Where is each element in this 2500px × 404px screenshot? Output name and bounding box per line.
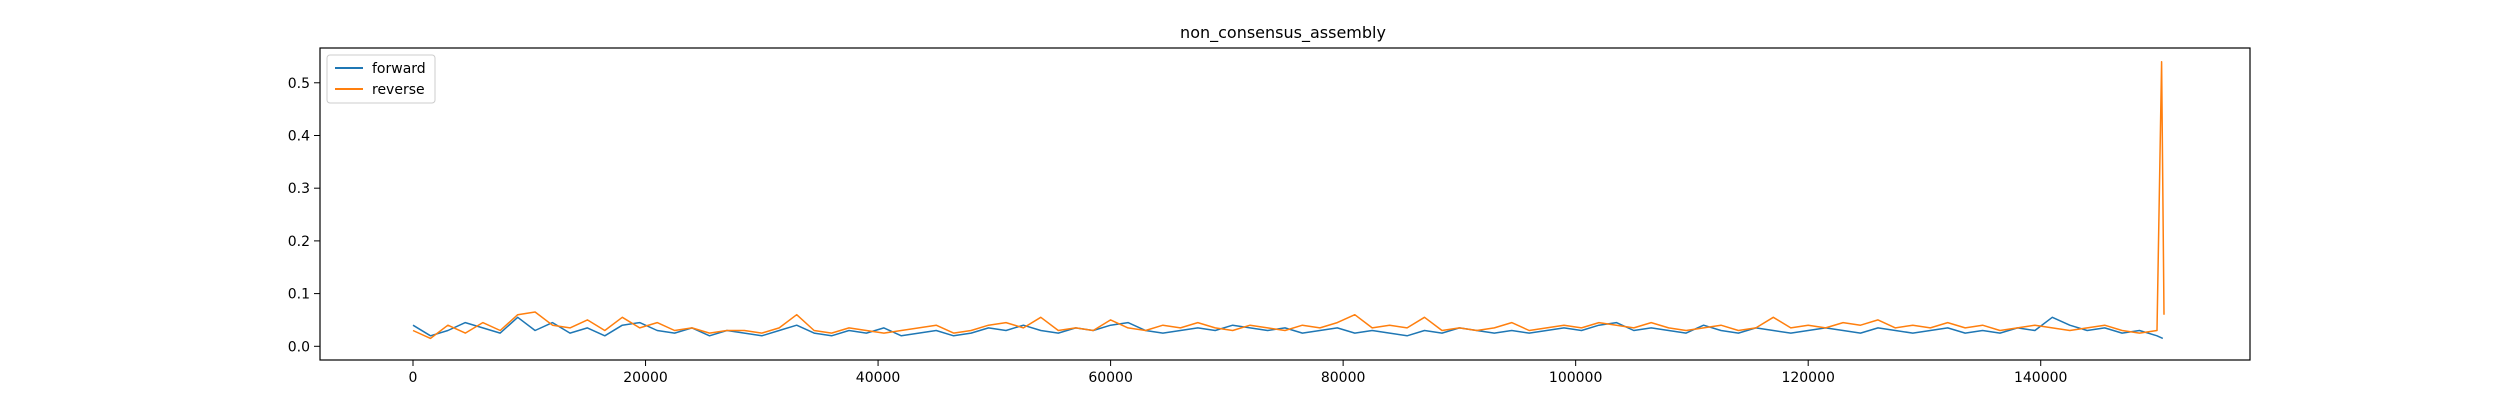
x-tick-label: 0	[409, 370, 418, 386]
x-tick-label: 60000	[1088, 370, 1133, 386]
y-tick-label: 0.3	[288, 181, 310, 197]
series-layer	[412, 60, 2165, 340]
plot-area	[319, 47, 2251, 361]
y-axis: 0.0 0.1 0.2 0.3 0.4 0.5	[288, 76, 320, 355]
x-tick-label: 140000	[2014, 370, 2067, 386]
legend-label-forward: forward	[372, 61, 426, 77]
y-tick-label: 0.0	[288, 339, 310, 355]
legend-label-reverse: reverse	[372, 82, 425, 98]
chart-title: non_consensus_assembly	[1180, 23, 1386, 43]
y-tick-label: 0.4	[288, 128, 310, 144]
x-axis: 0 20000 40000 60000 80000 100000 120000 140000	[409, 360, 2067, 386]
x-tick-label: 100000	[1549, 370, 1602, 386]
series-line-forward	[412, 316, 2164, 340]
x-tick-label: 120000	[1781, 370, 1834, 386]
x-tick-label: 80000	[1321, 370, 1366, 386]
y-tick-label: 0.1	[288, 287, 310, 303]
y-tick-label: 0.2	[288, 234, 310, 250]
y-tick-label: 0.5	[288, 76, 310, 92]
series-line-reverse	[412, 60, 2165, 340]
legend: forward reverse	[326, 54, 436, 104]
x-tick-label: 20000	[623, 370, 668, 386]
x-tick-label: 40000	[856, 370, 901, 386]
